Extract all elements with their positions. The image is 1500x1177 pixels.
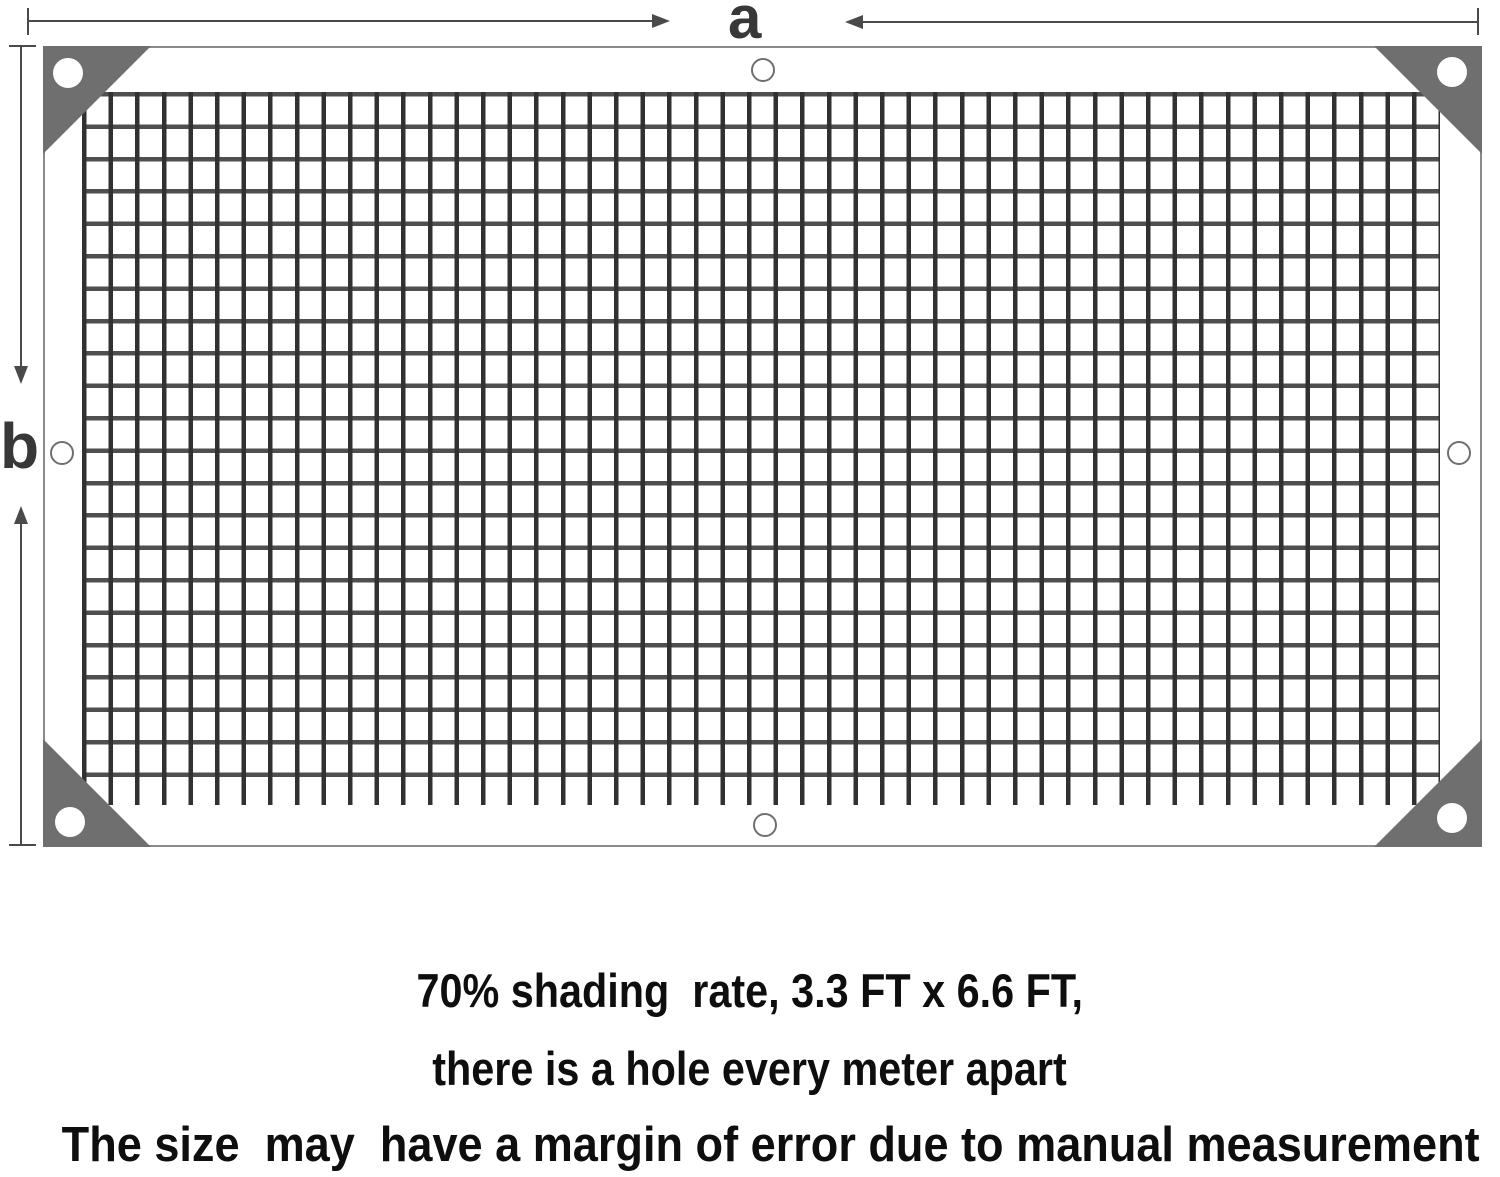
grommet-hole-top-left: [53, 58, 83, 88]
caption-line-2: there is a hole every meter apart: [0, 1041, 1500, 1096]
grommet-hole-right-middle: [1447, 441, 1471, 465]
grommet-hole-bottom-middle: [753, 813, 777, 837]
dim-b-top-tick: [9, 45, 36, 47]
dim-a-label: a: [728, 0, 762, 51]
dim-b-up-arrowhead-icon: [14, 506, 28, 524]
grommet-hole-top-middle: [751, 58, 775, 82]
dim-a-right-arrowhead-icon: [652, 14, 670, 28]
dim-a-right-line: [862, 21, 1479, 23]
dim-a-right-tick: [1477, 8, 1479, 35]
grommet-hole-bottom-right: [1437, 803, 1467, 833]
dim-b-bottom-line: [20, 524, 22, 845]
dim-a-left-arrowhead-icon: [845, 15, 863, 29]
grommet-hole-left-middle: [50, 441, 74, 465]
dim-b-down-arrowhead-icon: [14, 366, 28, 384]
dim-b-bottom-tick: [9, 844, 36, 846]
grommet-hole-bottom-left: [55, 807, 85, 837]
caption-line-1-text: 70% shading rate, 3.3 FT x 6.6 FT,: [416, 964, 1084, 1017]
dim-b-label: b: [0, 410, 40, 482]
caption-line-2-text: there is a hole every meter apart: [432, 1042, 1068, 1095]
caption-line-3-text: The size may have a margin of error due …: [61, 1118, 1480, 1172]
caption-line-3: The size may have a margin of error due …: [0, 1117, 1500, 1173]
caption-line-1: 70% shading rate, 3.3 FT x 6.6 FT,: [0, 963, 1500, 1018]
mesh-grid: [82, 92, 1440, 805]
dim-a-left-line: [28, 20, 652, 22]
grommet-hole-top-right: [1437, 57, 1467, 87]
dim-b-top-line: [20, 46, 22, 368]
